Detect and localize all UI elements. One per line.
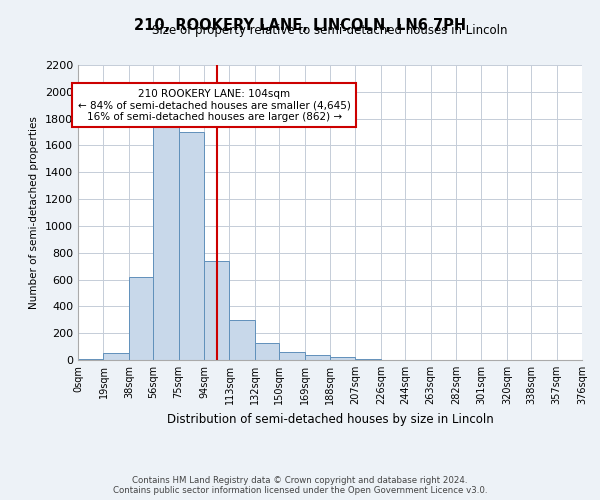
Text: 210, ROOKERY LANE, LINCOLN, LN6 7PH: 210, ROOKERY LANE, LINCOLN, LN6 7PH [134, 18, 466, 32]
Bar [229, 320, 255, 360]
Bar [204, 261, 229, 360]
Bar [153, 114, 179, 360]
Text: Contains HM Land Registry data © Crown copyright and database right 2024.
Contai: Contains HM Land Registry data © Crown c… [113, 476, 487, 495]
Bar [103, 354, 129, 360]
Bar [355, 359, 381, 360]
Bar [255, 342, 279, 360]
Bar [179, 132, 204, 360]
Y-axis label: Number of semi-detached properties: Number of semi-detached properties [29, 116, 40, 309]
Title: Size of property relative to semi-detached houses in Lincoln: Size of property relative to semi-detach… [152, 24, 508, 38]
Text: 210 ROOKERY LANE: 104sqm
← 84% of semi-detached houses are smaller (4,645)
16% o: 210 ROOKERY LANE: 104sqm ← 84% of semi-d… [77, 88, 350, 122]
Bar [279, 352, 305, 360]
Bar [330, 358, 355, 360]
X-axis label: Distribution of semi-detached houses by size in Lincoln: Distribution of semi-detached houses by … [167, 412, 493, 426]
Bar [305, 356, 330, 360]
Bar [129, 277, 153, 360]
